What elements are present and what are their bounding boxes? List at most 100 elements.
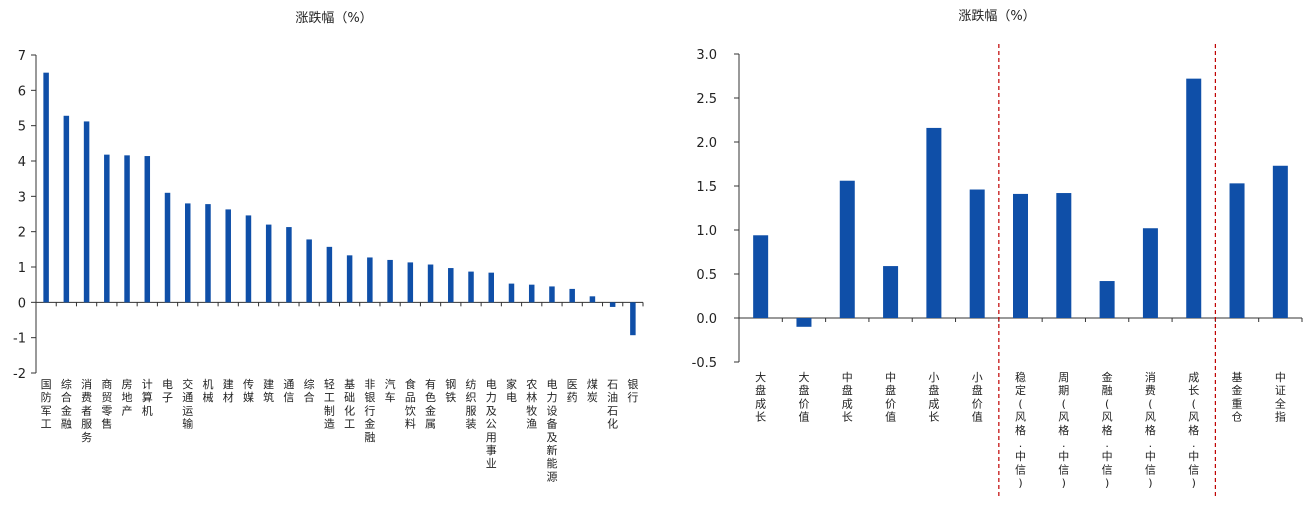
bar <box>569 288 575 303</box>
x-tick-label: 传媒 <box>243 378 254 404</box>
bar <box>205 204 211 303</box>
y-tick-label: 4 <box>18 155 26 170</box>
x-tick-label: 煤炭 <box>587 378 598 404</box>
y-tick-label: 6 <box>18 84 26 99</box>
y-tick-label: 7 <box>18 49 26 64</box>
bar <box>468 271 474 303</box>
bar <box>528 284 535 303</box>
y-tick-label: -0.5 <box>692 356 717 371</box>
x-tick-label: 交通运输 <box>182 377 193 431</box>
x-tick-label: 非银行金融 <box>364 378 375 444</box>
x-tick-label: 基金重仓 <box>1232 371 1243 424</box>
x-tick-label: 小盘成长 <box>928 371 939 424</box>
bar <box>1186 78 1202 318</box>
x-tick-label: 基础化工 <box>344 378 355 431</box>
industry-change-chart: 涨跌幅（%） -2 -1 0 1 2 3 4 5 6 7 国防军工综合金融消费者服务商贸零售房地产计… <box>13 10 644 483</box>
y-tick-label: 2.0 <box>696 136 717 151</box>
chart-title: 涨跌幅（%） <box>295 10 372 26</box>
bar <box>839 180 855 318</box>
x-tick-label: 中盘价值 <box>885 371 896 424</box>
bar <box>753 235 769 318</box>
bar <box>1272 165 1288 318</box>
chart-title: 涨跌幅（%） <box>958 8 1035 24</box>
y-tick-label: 3.0 <box>696 48 717 63</box>
bar <box>589 296 596 303</box>
x-tick-label: 农林牧渔 <box>526 377 537 431</box>
bar <box>407 262 414 303</box>
bar <box>488 272 494 303</box>
bar <box>164 192 171 303</box>
x-tick-label: 周期(风格.中信) <box>1058 371 1069 490</box>
x-tick-label: 消费者服务 <box>81 377 92 444</box>
bar <box>1056 193 1072 318</box>
x-tick-label: 电力设备及新能源 <box>546 378 557 483</box>
bar <box>1142 228 1158 318</box>
y-tick-label: 0 <box>18 296 26 311</box>
y-tick-label: 5 <box>18 120 26 135</box>
x-tick-label: 纺织服装 <box>466 377 477 431</box>
bar <box>306 239 312 303</box>
x-tick-label: 金融(风格.中信) <box>1102 370 1113 490</box>
x-tick-label: 消费(风格.中信) <box>1145 370 1156 490</box>
x-tick-label: 建材 <box>223 377 234 404</box>
bar <box>225 209 231 303</box>
x-tick-label: 中盘成长 <box>842 371 853 424</box>
x-tick-label: 轻工制造 <box>324 377 335 431</box>
bar <box>1013 193 1028 318</box>
y-tick-label: 3 <box>18 190 26 205</box>
y-tick-label: 0.5 <box>696 268 717 283</box>
x-tick-label: 综合金融 <box>61 377 72 431</box>
bar <box>265 224 272 303</box>
bar <box>427 264 434 303</box>
x-tick-label: 医药 <box>567 378 578 404</box>
x-tick-label: 稳定(风格.中信) <box>1015 370 1026 490</box>
bar <box>926 127 942 318</box>
bar <box>124 155 130 303</box>
bar <box>326 246 333 303</box>
y-tick-label: 2.5 <box>696 92 717 107</box>
bar <box>1229 183 1245 318</box>
bar <box>367 257 373 303</box>
x-tick-label: 综合 <box>304 377 315 404</box>
bar <box>1099 281 1115 318</box>
bar <box>144 156 151 303</box>
y-tick-label: 1.0 <box>696 224 717 239</box>
bar <box>448 268 454 303</box>
y-tick-label: 1 <box>18 261 26 276</box>
y-tick-label: -2 <box>13 367 26 382</box>
x-tick-label: 机械 <box>202 377 213 404</box>
y-tick-label: 0.0 <box>696 312 717 327</box>
x-tick-label: 计算机 <box>142 378 153 417</box>
y-tick-label: 1.5 <box>696 180 717 195</box>
x-tick-label: 房地产 <box>122 378 133 417</box>
x-tick-label: 成长(风格.中信) <box>1188 371 1199 490</box>
bar <box>549 286 555 303</box>
bar <box>630 302 636 336</box>
bar <box>508 283 515 303</box>
bar <box>883 266 899 318</box>
bar <box>286 227 292 303</box>
x-tick-label: 汽车 <box>385 377 396 404</box>
bar <box>796 318 812 327</box>
bar <box>346 255 353 303</box>
bar <box>245 215 252 303</box>
x-tick-label: 中证全指 <box>1275 371 1286 424</box>
y-tick-label: -1 <box>13 332 26 347</box>
bar <box>387 259 393 303</box>
x-tick-label: 电子 <box>162 378 173 404</box>
x-tick-label: 家电 <box>506 377 517 404</box>
x-tick-label: 石油石化 <box>607 378 618 431</box>
x-tick-label: 有色金属 <box>425 377 436 431</box>
bar <box>609 302 616 307</box>
x-tick-label: 大盘成长 <box>755 370 766 424</box>
bar <box>63 115 70 303</box>
x-tick-label: 钢铁 <box>445 378 456 404</box>
x-tick-label: 通信 <box>283 378 294 404</box>
x-tick-label: 建筑 <box>263 377 274 404</box>
x-tick-label: 电力及公用事业 <box>486 378 497 470</box>
bar <box>969 189 985 318</box>
bar <box>104 154 110 303</box>
style-index-change-chart: 涨跌幅（%） -0.5 0.0 0.5 1.0 1.5 2.0 2.5 3.0 大盘成长 大盘价值… <box>692 8 1303 498</box>
bar <box>43 72 49 303</box>
